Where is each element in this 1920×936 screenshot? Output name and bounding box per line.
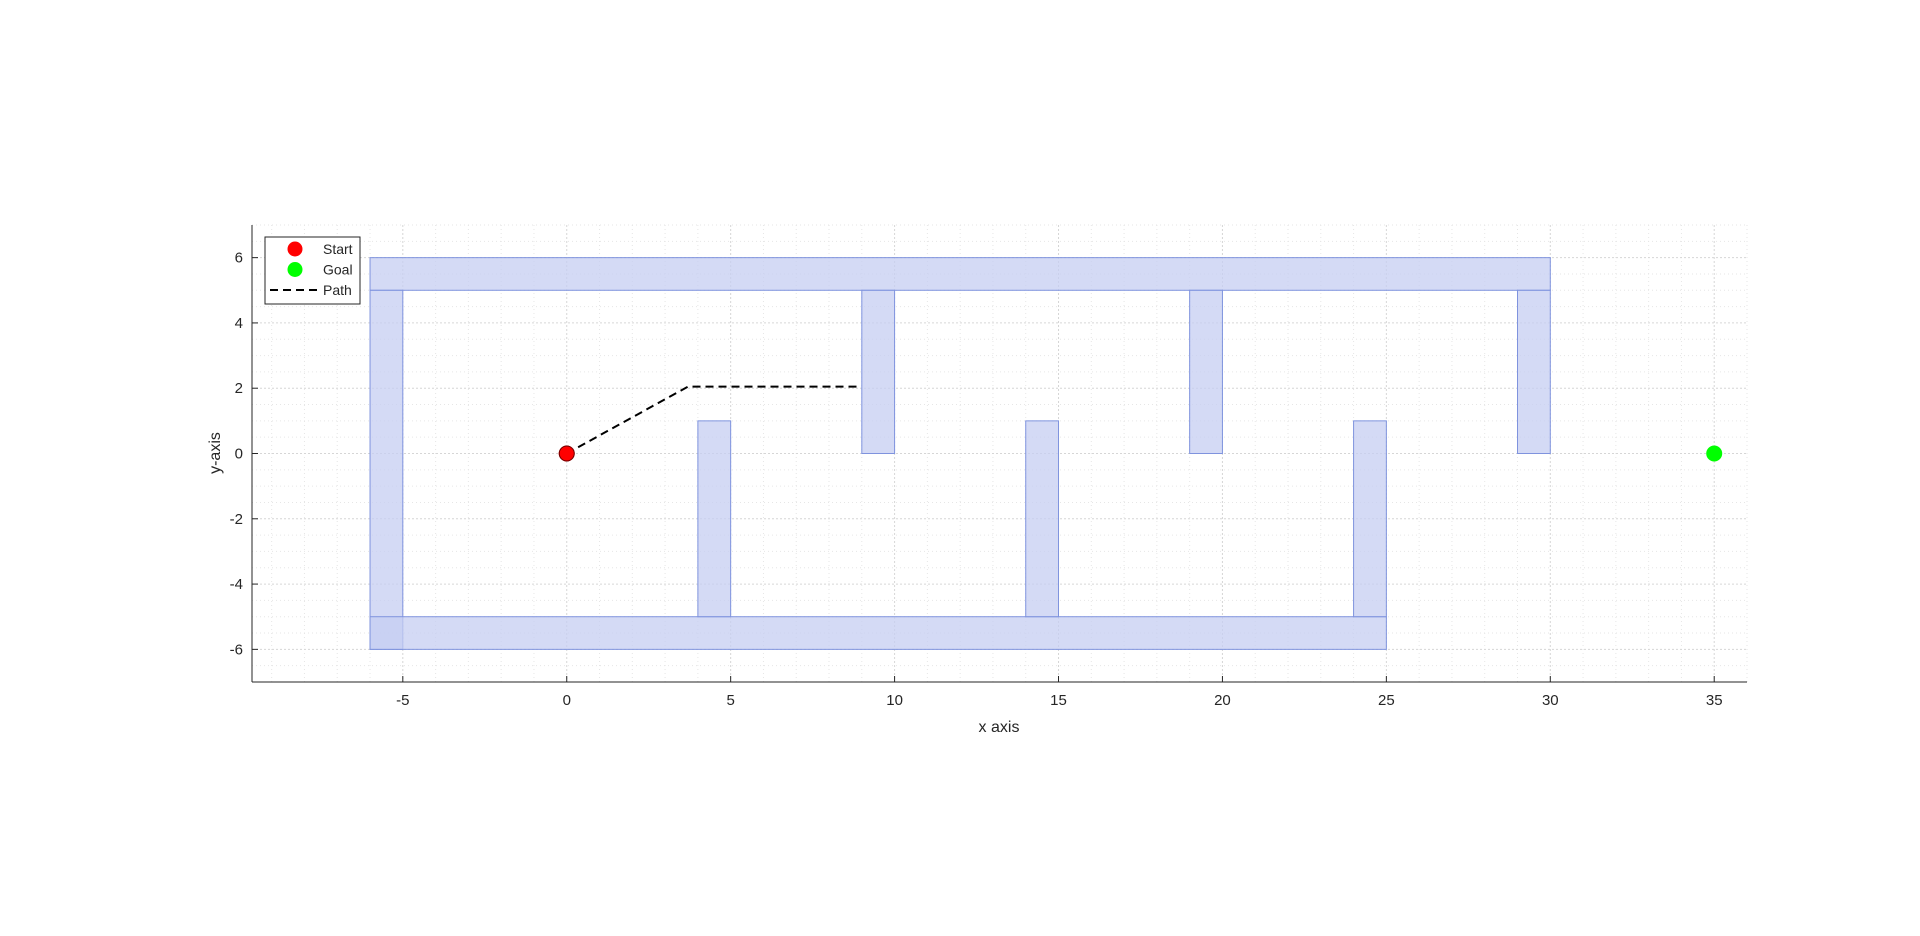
x-tick-label: 15 — [1050, 692, 1067, 709]
obstacle — [369, 289, 404, 650]
x-tick-label: 35 — [1706, 692, 1723, 709]
x-tick-label: 20 — [1214, 692, 1231, 709]
y-tick-label: -4 — [230, 576, 243, 593]
y-tick-label: 2 — [235, 380, 243, 397]
marker-series — [558, 445, 1723, 462]
y-tick-label: 6 — [235, 250, 243, 267]
y-tick-label: 4 — [235, 315, 243, 332]
legend-box — [264, 236, 361, 305]
ticks: -5 0 5 10 15 20 25 30 35 -6 -4 -2 0 2 4 6 — [230, 250, 1723, 709]
goal-marker — [1706, 445, 1723, 462]
legend-goal-swatch — [287, 262, 303, 277]
obstacle — [697, 420, 732, 618]
legend-label-goal: Goal — [323, 262, 353, 278]
legend-start-swatch — [287, 241, 303, 257]
obstacle — [369, 616, 1387, 650]
y-axis-label: y-axis — [207, 432, 224, 474]
legend-label-start: Start — [323, 241, 353, 257]
x-tick-label: 5 — [726, 692, 734, 709]
legend: Start Goal Path — [264, 236, 361, 305]
y-tick-label: 0 — [235, 446, 243, 463]
legend-label-path: Path — [323, 282, 352, 298]
x-tick-label: 10 — [886, 692, 903, 709]
start-marker-outline — [558, 445, 575, 462]
y-tick-label: -2 — [230, 511, 243, 528]
x-tick-label: 30 — [1542, 692, 1559, 709]
obstacle — [1189, 289, 1223, 454]
obstacle — [369, 257, 1551, 291]
x-axis-label: x axis — [979, 719, 1020, 736]
path-line — [566, 385, 859, 455]
path-series — [566, 385, 859, 455]
obstacle — [1353, 420, 1387, 618]
obstacle — [861, 289, 896, 454]
obstacles — [369, 257, 1551, 650]
x-tick-label: 0 — [563, 692, 571, 709]
y-tick-label: -6 — [230, 641, 243, 658]
x-tick-label: -5 — [396, 692, 409, 709]
x-tick-label: 25 — [1378, 692, 1395, 709]
obstacle — [1025, 420, 1060, 618]
obstacle — [1517, 289, 1551, 454]
